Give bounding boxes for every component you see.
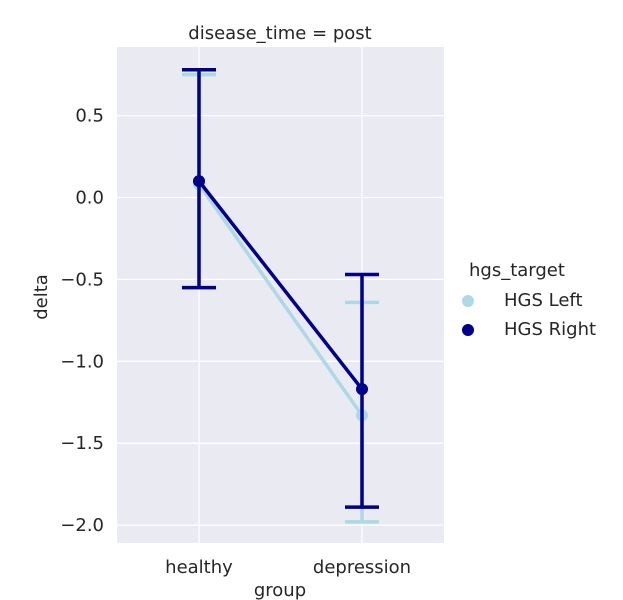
x-tick-label: depression — [313, 557, 411, 578]
y-axis-label: delta — [31, 274, 52, 320]
legend-label-hgs-right: HGS Right — [504, 319, 596, 340]
legend-title: hgs_target — [469, 260, 565, 281]
legend-marker-hgs-left — [462, 295, 474, 307]
legend: hgs_target HGS Left HGS Right — [462, 260, 596, 340]
y-tick-label: −0.5 — [60, 269, 104, 290]
y-tick-label: −1.5 — [60, 433, 104, 454]
data-point — [193, 175, 205, 188]
series-hgs-right — [182, 67, 379, 509]
x-tick-label: healthy — [165, 557, 233, 578]
legend-label-hgs-left: HGS Left — [504, 290, 583, 311]
chart-title: disease_time = post — [188, 23, 371, 44]
series-line — [197, 180, 364, 391]
series-line — [197, 183, 364, 417]
y-tick-label: −1.0 — [60, 351, 104, 372]
y-tick-label: −2.0 — [60, 515, 104, 536]
data-point — [356, 383, 368, 396]
y-tick-label: 0.0 — [75, 188, 104, 209]
x-axis-label: group — [254, 580, 306, 600]
series-group — [182, 67, 379, 524]
x-tick-labels: healthy depression — [165, 557, 411, 578]
plot-area — [117, 47, 444, 543]
y-tick-labels: 0.5 0.0 −0.5 −1.0 −1.5 −2.0 — [60, 106, 104, 536]
legend-marker-hgs-right — [462, 324, 474, 336]
y-tick-label: 0.5 — [75, 106, 104, 127]
